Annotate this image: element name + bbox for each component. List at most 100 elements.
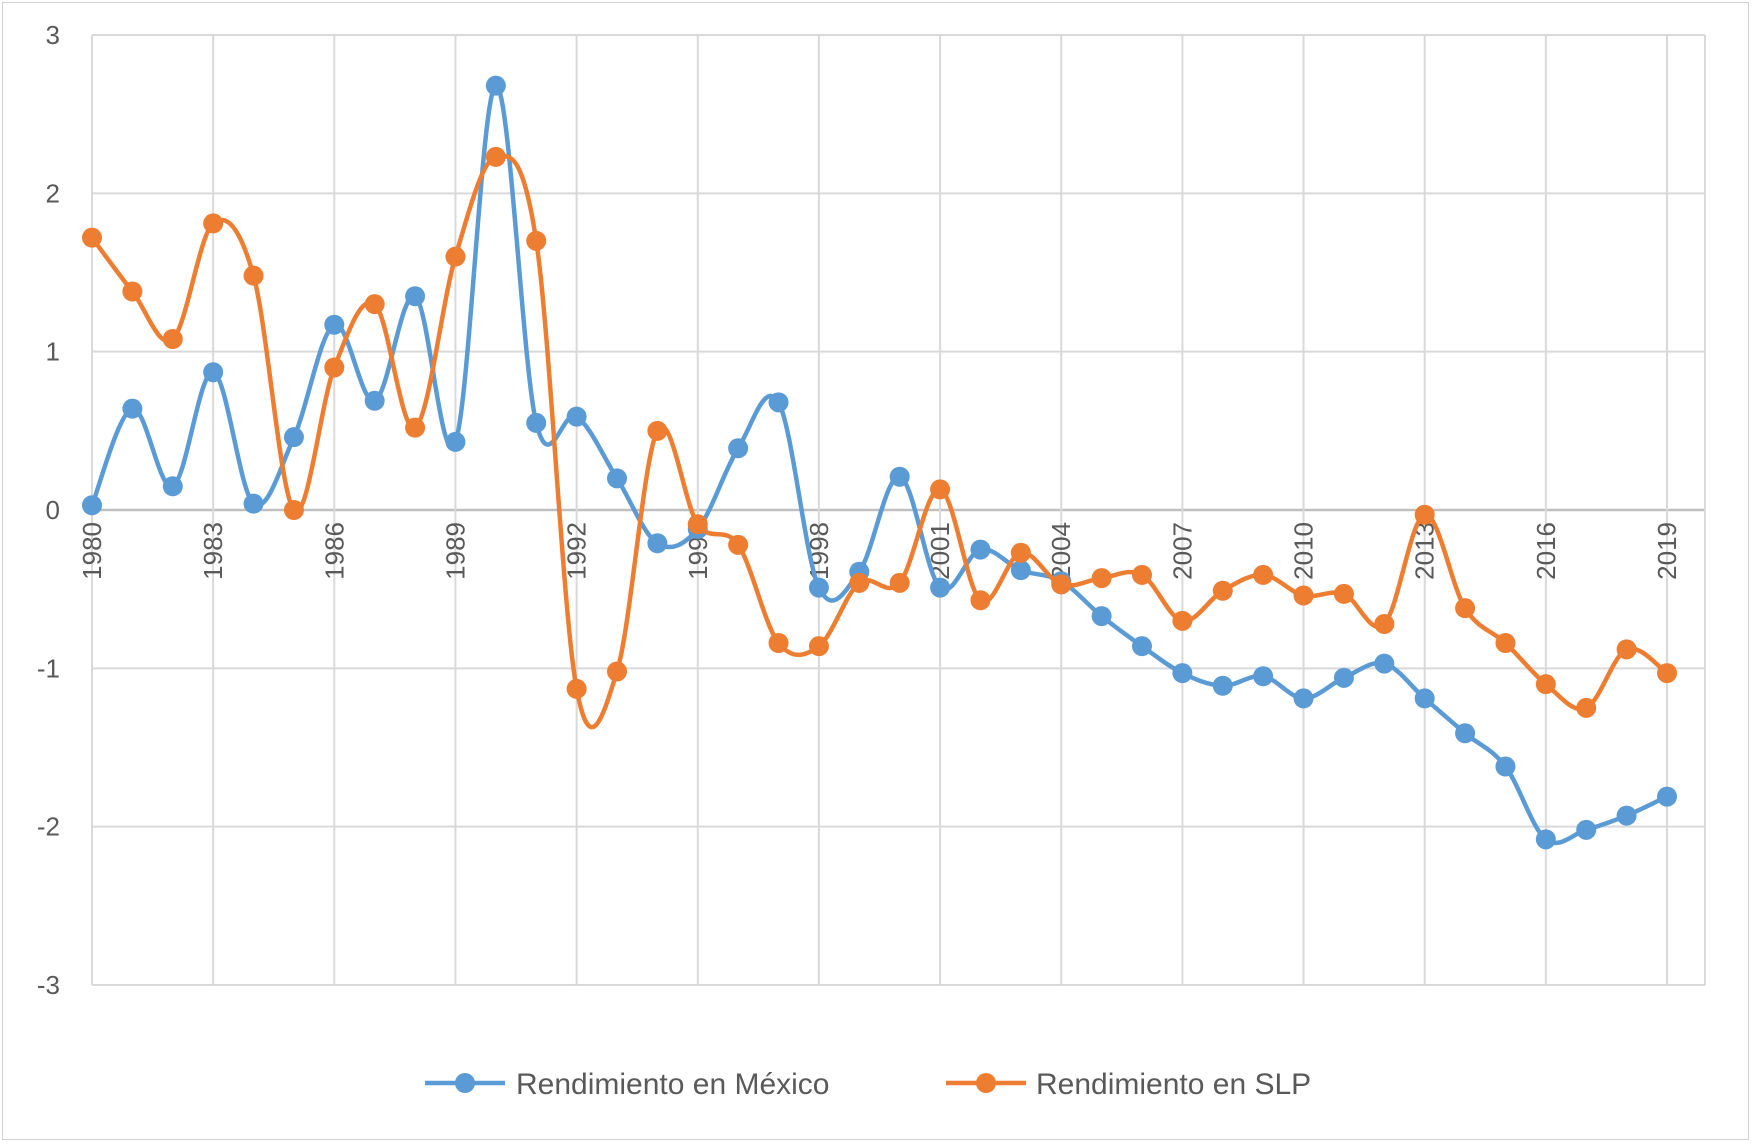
legend-label: Rendimiento en SLP xyxy=(1036,1068,1311,1101)
data-point-mexico xyxy=(445,431,466,452)
data-point-mexico xyxy=(1657,786,1677,807)
data-point-slp xyxy=(243,265,264,286)
legend-swatch-marker xyxy=(455,1073,475,1093)
data-point-mexico xyxy=(1414,688,1435,709)
data-point-mexico xyxy=(607,468,627,489)
data-point-mexico xyxy=(970,539,991,560)
data-point-slp xyxy=(889,572,910,593)
data-point-slp xyxy=(364,294,385,315)
data-point-mexico xyxy=(405,286,426,307)
y-tick-label: 1 xyxy=(46,337,60,367)
series-line-slp xyxy=(89,153,1670,730)
data-point-mexico xyxy=(1495,756,1516,777)
y-tick-label: -1 xyxy=(37,653,60,683)
x-tick-label: 1992 xyxy=(562,522,592,580)
x-tick-label: 2007 xyxy=(1167,522,1197,580)
data-point-slp xyxy=(1616,639,1637,660)
data-point-mexico xyxy=(485,75,506,96)
data-point-slp xyxy=(1576,697,1597,718)
data-point-slp xyxy=(930,479,951,500)
data-point-mexico xyxy=(1253,666,1274,687)
data-point-slp xyxy=(566,678,587,699)
data-point-mexico xyxy=(1333,667,1354,688)
data-point-slp xyxy=(122,281,143,302)
y-tick-label: -3 xyxy=(37,970,60,1000)
data-point-mexico xyxy=(1455,723,1476,744)
data-point-slp xyxy=(768,633,789,653)
legend-item-slp: Rendimiento en SLP xyxy=(946,1068,1311,1101)
x-tick-label: 2019 xyxy=(1652,522,1682,580)
data-point-slp xyxy=(607,661,627,682)
data-point-slp xyxy=(1414,504,1435,525)
data-point-mexico xyxy=(1172,663,1193,684)
data-point-slp xyxy=(203,213,224,234)
y-tick-label: 0 xyxy=(46,495,60,525)
data-point-slp xyxy=(445,246,466,267)
data-point-mexico xyxy=(1010,560,1031,581)
data-point-mexico xyxy=(1535,829,1556,850)
x-tick-label: 1983 xyxy=(198,522,228,580)
data-point-slp xyxy=(1455,598,1476,619)
data-point-mexico xyxy=(82,495,102,516)
series-line-mexico xyxy=(89,83,1670,846)
y-tick-label: 2 xyxy=(46,178,60,208)
series-mexico xyxy=(82,75,1677,850)
x-tick-label: 1980 xyxy=(77,522,107,580)
data-point-slp xyxy=(162,329,183,349)
legend: Rendimiento en México Rendimiento en SLP xyxy=(425,1068,1311,1101)
x-tick-label: 2004 xyxy=(1046,522,1076,580)
data-point-mexico xyxy=(1374,653,1395,674)
data-point-mexico xyxy=(1293,688,1314,709)
series-lines xyxy=(82,75,1677,850)
data-point-slp xyxy=(647,420,668,441)
data-point-slp xyxy=(405,417,426,438)
data-point-slp xyxy=(82,227,102,248)
data-point-slp xyxy=(970,590,991,611)
data-point-slp xyxy=(808,636,829,657)
data-point-slp xyxy=(1333,583,1354,604)
data-point-mexico xyxy=(930,577,951,598)
data-point-slp xyxy=(1051,574,1072,595)
data-point-mexico xyxy=(566,406,587,427)
data-point-slp xyxy=(1132,564,1152,585)
data-point-mexico xyxy=(122,398,143,419)
data-point-slp xyxy=(1657,663,1677,684)
data-point-mexico xyxy=(1091,606,1112,627)
data-point-slp xyxy=(849,572,870,593)
legend-swatch-marker xyxy=(976,1073,996,1093)
data-point-slp xyxy=(324,357,345,378)
data-point-slp xyxy=(1535,674,1556,695)
legend-item-mexico: Rendimiento en México xyxy=(425,1068,830,1101)
x-tick-label: 2016 xyxy=(1531,522,1561,580)
data-point-mexico xyxy=(647,533,668,554)
data-point-slp xyxy=(1010,542,1031,563)
data-point-mexico xyxy=(162,476,183,497)
data-point-slp xyxy=(1212,580,1233,601)
data-point-slp xyxy=(1495,633,1516,653)
x-axis-tick-labels: 1980 1983 1986 1989 1992 1995 1998 2001 2004 2007… xyxy=(77,522,1682,580)
x-tick-label: 1986 xyxy=(319,522,349,580)
data-point-mexico xyxy=(203,362,224,383)
x-tick-label: 2010 xyxy=(1289,522,1319,580)
data-point-mexico xyxy=(526,412,547,433)
data-point-mexico xyxy=(768,392,789,413)
data-point-mexico xyxy=(1616,805,1637,826)
gridlines xyxy=(91,34,1706,986)
data-point-slp xyxy=(1172,610,1193,631)
data-point-slp xyxy=(687,514,708,535)
data-point-mexico xyxy=(1132,636,1152,657)
data-point-mexico xyxy=(728,438,749,459)
series-slp xyxy=(82,146,1677,730)
data-point-slp xyxy=(1374,614,1395,634)
data-point-slp xyxy=(283,500,304,520)
data-point-mexico xyxy=(889,466,910,487)
data-point-slp xyxy=(728,534,749,555)
data-point-mexico xyxy=(808,577,829,598)
data-point-mexico xyxy=(283,427,304,448)
x-tick-label: 1989 xyxy=(440,522,470,580)
data-point-mexico xyxy=(364,390,385,411)
data-point-slp xyxy=(1293,585,1314,606)
legend-label: Rendimiento en México xyxy=(516,1068,830,1101)
